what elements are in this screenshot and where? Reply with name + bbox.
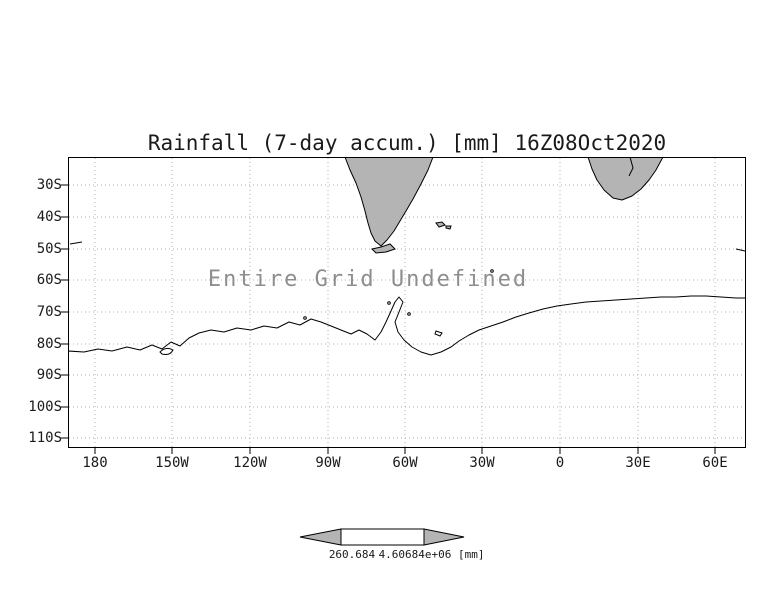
x-tick-label-180: 180 (82, 455, 108, 471)
x-tick-label-120w: 120W (233, 455, 267, 471)
x-tick-label-60e: 60E (702, 455, 728, 471)
africa-inland-line (628, 158, 634, 177)
y-tick-label-70s: 70S (36, 304, 62, 320)
plot-title: Rainfall (7-day accum.) [mm] 16Z08Oct202… (147, 131, 667, 155)
axis-ticks (61, 184, 716, 454)
plot-frame (68, 157, 746, 448)
colorbar-max-label: 4.60684e+06 (378, 548, 452, 561)
y-tick-label-30s: 30S (36, 177, 62, 193)
x-tick-label-0: 0 (555, 455, 565, 471)
basemap (69, 158, 745, 356)
colorbar (299, 528, 465, 546)
small-islands (69, 241, 745, 355)
colorbar-body (340, 528, 425, 546)
colorbar-right-arrow (423, 528, 465, 546)
y-tick-label-40s: 40S (36, 209, 62, 225)
x-tick-label-60w: 60W (392, 455, 418, 471)
x-tick-label-30w: 30W (469, 455, 495, 471)
y-tick-label-80s: 80S (36, 336, 62, 352)
colorbar-min-label: 260.684 (328, 548, 376, 561)
colorbar-left-arrow (299, 528, 342, 546)
y-tick-label-110s: 110S (28, 430, 62, 446)
y-tick-label-90s: 90S (36, 367, 62, 383)
africa-landmass (587, 158, 664, 201)
x-tick-label-90w: 90W (315, 455, 341, 471)
tierra-del-fuego-island (371, 243, 396, 254)
falkland-islands (435, 221, 452, 230)
x-tick-label-30e: 30E (625, 455, 651, 471)
x-tick-label-150w: 150W (155, 455, 189, 471)
y-tick-label-100s: 100S (28, 399, 62, 415)
y-tick-label-50s: 50S (36, 241, 62, 257)
antarctica-coastline (69, 295, 745, 356)
colorbar-units-label: [mm] (458, 548, 485, 561)
grid-undefined-message: Entire Grid Undefined (207, 267, 529, 292)
south-america-landmass (344, 158, 434, 247)
y-tick-label-60s: 60S (36, 272, 62, 288)
